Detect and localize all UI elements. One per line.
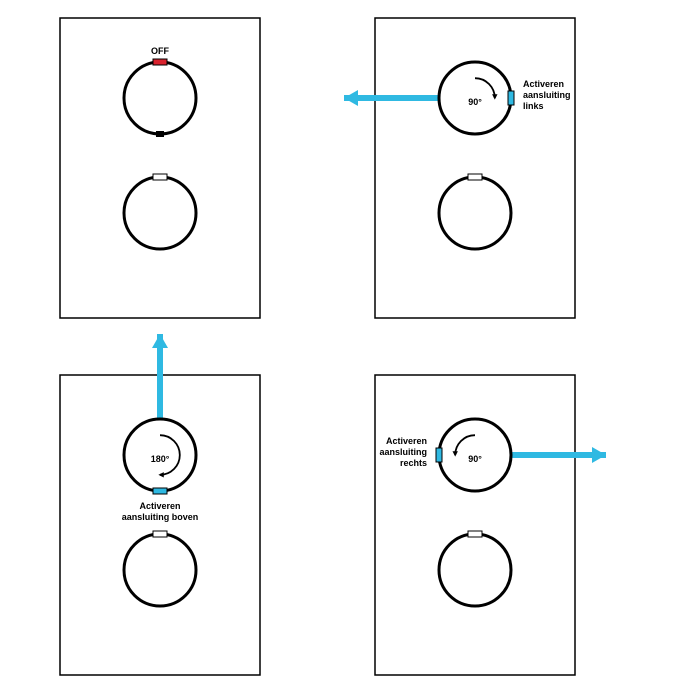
direction-arrow-head (344, 90, 358, 106)
top-dial (124, 62, 196, 134)
caption-line: Activeren (386, 436, 427, 446)
dial-indicator (153, 531, 167, 537)
panel-links: 90° Activerenaansluitinglinks (344, 18, 575, 318)
direction-arrow-head (592, 447, 606, 463)
caption-line: aansluiting (379, 447, 427, 457)
rotation-degree-label: 180° (151, 454, 170, 464)
dial-indicator (153, 59, 167, 65)
caption-line: rechts (400, 458, 427, 468)
bottom-dial (124, 534, 196, 606)
caption-line: links (523, 101, 544, 111)
caption-line: aansluiting (523, 90, 571, 100)
diagram-canvas: OFF90°Activerenaansluitinglinks180°Activ… (0, 0, 685, 685)
dial-bottom-mark (156, 131, 164, 137)
rotation-degree-label: 90° (468, 454, 482, 464)
panel-off: OFF (60, 18, 260, 318)
dial-indicator (468, 531, 482, 537)
dial-indicator (153, 488, 167, 494)
direction-arrow-head (152, 334, 168, 348)
dial-indicator (153, 174, 167, 180)
panel-boven: 180° Activerenaansluiting boven (60, 334, 260, 675)
dial-indicator (508, 91, 514, 105)
bottom-dial (439, 534, 511, 606)
dial-indicator (436, 448, 442, 462)
dial-indicator (468, 174, 482, 180)
caption-line: Activeren (523, 79, 564, 89)
bottom-dial (439, 177, 511, 249)
bottom-dial (124, 177, 196, 249)
caption-line: aansluiting boven (122, 512, 199, 522)
panel-rechts: 90° Activerenaansluitingrechts (375, 375, 606, 675)
caption-line: Activeren (139, 501, 180, 511)
dial-label-above: OFF (151, 46, 169, 56)
rotation-degree-label: 90° (468, 97, 482, 107)
